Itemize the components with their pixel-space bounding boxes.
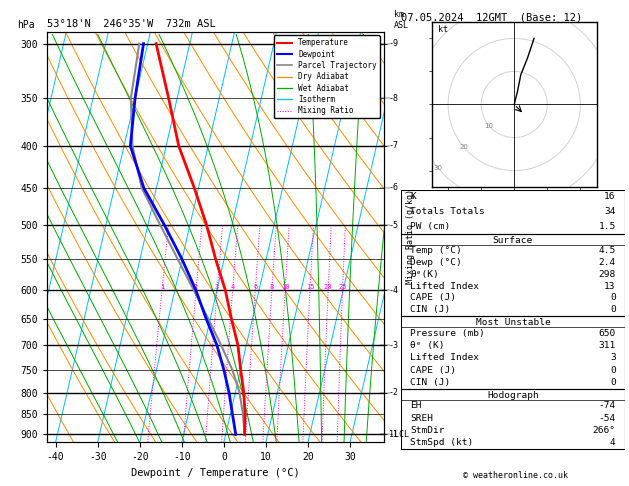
Text: 2: 2 [194, 284, 198, 290]
Text: 0: 0 [610, 294, 616, 302]
Text: -7: -7 [389, 141, 399, 151]
Text: 298: 298 [598, 270, 616, 279]
Text: 10: 10 [484, 123, 493, 129]
Text: 13: 13 [604, 282, 616, 291]
Legend: Temperature, Dewpoint, Parcel Trajectory, Dry Adiabat, Wet Adiabat, Isotherm, Mi: Temperature, Dewpoint, Parcel Trajectory… [274, 35, 380, 118]
Text: -8: -8 [389, 94, 399, 103]
Text: 3: 3 [610, 353, 616, 363]
Text: © weatheronline.co.uk: © weatheronline.co.uk [464, 471, 568, 480]
Text: 4.5: 4.5 [598, 246, 616, 255]
Text: Temp (°C): Temp (°C) [410, 246, 462, 255]
Text: kt: kt [438, 25, 448, 34]
Text: Lifted Index: Lifted Index [410, 353, 479, 363]
Text: -1: -1 [389, 430, 399, 439]
Text: -54: -54 [598, 414, 616, 423]
Text: Totals Totals: Totals Totals [410, 207, 485, 216]
Text: StmDir: StmDir [410, 426, 445, 435]
Text: θᵉ (K): θᵉ (K) [410, 341, 445, 350]
Text: 07.05.2024  12GMT  (Base: 12): 07.05.2024 12GMT (Base: 12) [401, 12, 582, 22]
Text: -74: -74 [598, 401, 616, 411]
Text: PW (cm): PW (cm) [410, 222, 450, 231]
Text: Pressure (mb): Pressure (mb) [410, 329, 485, 338]
Text: 1: 1 [160, 284, 164, 290]
Text: 53°18'N  246°35'W  732m ASL: 53°18'N 246°35'W 732m ASL [47, 19, 216, 30]
Text: 1LCL: 1LCL [389, 430, 409, 439]
Text: EH: EH [410, 401, 421, 411]
Text: 15: 15 [306, 284, 314, 290]
Text: 1.5: 1.5 [598, 222, 616, 231]
X-axis label: Dewpoint / Temperature (°C): Dewpoint / Temperature (°C) [131, 468, 300, 478]
Text: Hodograph: Hodograph [487, 391, 539, 400]
Text: 650: 650 [598, 329, 616, 338]
Text: CIN (J): CIN (J) [410, 305, 450, 314]
Text: θᵉ(K): θᵉ(K) [410, 270, 439, 279]
Text: -9: -9 [389, 39, 399, 48]
Text: 2.4: 2.4 [598, 258, 616, 267]
Text: 4: 4 [230, 284, 235, 290]
Text: Mixing Ratio (g/kg): Mixing Ratio (g/kg) [406, 190, 415, 284]
Text: -2: -2 [389, 388, 399, 397]
Text: CAPE (J): CAPE (J) [410, 366, 456, 375]
Text: 25: 25 [338, 284, 347, 290]
Text: Most Unstable: Most Unstable [476, 318, 550, 327]
Text: Lifted Index: Lifted Index [410, 282, 479, 291]
Text: 6: 6 [253, 284, 257, 290]
Text: 30: 30 [434, 165, 443, 171]
Text: Dewp (°C): Dewp (°C) [410, 258, 462, 267]
Text: 0: 0 [610, 366, 616, 375]
Text: 10: 10 [281, 284, 289, 290]
Text: 266°: 266° [593, 426, 616, 435]
Text: 20: 20 [324, 284, 332, 290]
Text: 16: 16 [604, 192, 616, 202]
Text: 4: 4 [610, 438, 616, 448]
Text: SREH: SREH [410, 414, 433, 423]
Text: CIN (J): CIN (J) [410, 378, 450, 387]
Text: -5: -5 [389, 221, 399, 230]
Text: -4: -4 [389, 286, 399, 295]
Text: 20: 20 [459, 144, 468, 150]
Text: 3: 3 [215, 284, 220, 290]
Text: 0: 0 [610, 378, 616, 387]
Text: CAPE (J): CAPE (J) [410, 294, 456, 302]
Text: hPa: hPa [17, 19, 35, 30]
Text: Surface: Surface [493, 236, 533, 245]
Text: 34: 34 [604, 207, 616, 216]
Text: -6: -6 [389, 183, 399, 192]
Text: 0: 0 [610, 305, 616, 314]
Text: 8: 8 [270, 284, 274, 290]
Text: km
ASL: km ASL [394, 10, 409, 30]
Text: K: K [410, 192, 416, 202]
Text: StmSpd (kt): StmSpd (kt) [410, 438, 474, 448]
Text: 311: 311 [598, 341, 616, 350]
Text: -3: -3 [389, 341, 399, 349]
